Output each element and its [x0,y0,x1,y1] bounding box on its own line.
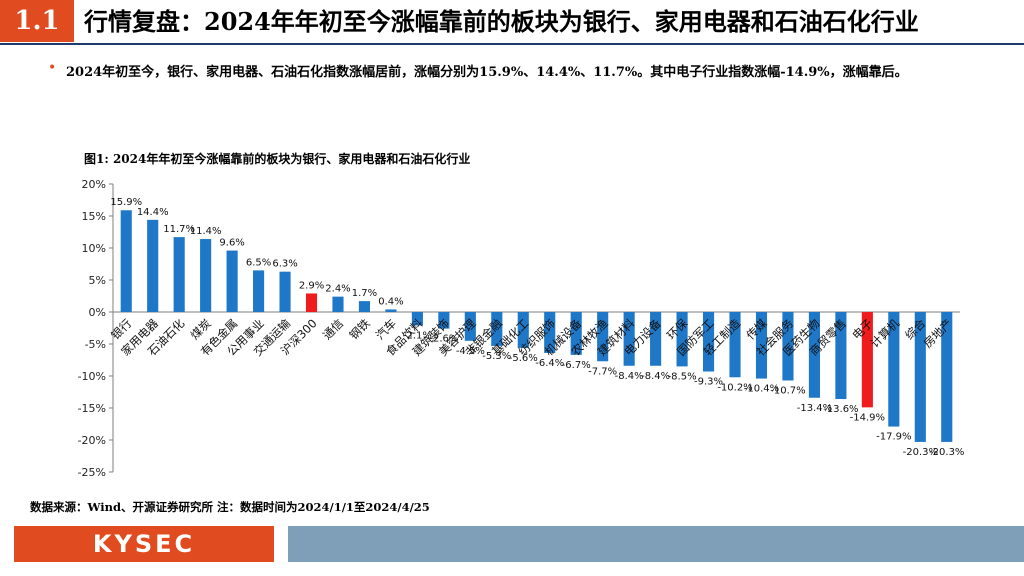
bar [914,312,926,442]
bar [411,312,423,326]
data-label: 14.4% [137,207,169,218]
data-label: -10.4% [744,384,779,395]
y-tick-label: 15% [82,210,106,223]
bar [702,312,715,372]
bar [279,271,291,312]
data-label: -17.9% [876,432,911,443]
bar [200,239,212,312]
data-label: -10.7% [770,385,805,396]
bar [888,312,900,427]
data-label: -8.4% [641,371,670,382]
footer-bar [288,526,1024,562]
bar [173,237,185,312]
bar [597,312,609,362]
data-label: -13.4% [797,403,832,414]
data-label: 11.7% [163,224,195,235]
data-label: -20.3% [929,447,964,458]
bar [623,312,635,366]
bar [650,312,662,366]
bar [729,312,741,378]
bar [755,312,768,379]
x-tick-label: 通信 [320,316,346,342]
y-tick-label: -10% [78,370,106,383]
bar [226,250,238,312]
bar [544,312,556,353]
data-label: 1.7% [352,288,377,299]
bar [517,312,529,348]
data-label: -13.6% [823,404,858,415]
y-tick-label: 20% [82,178,106,191]
brand-logo: KYSEC [14,526,274,562]
data-label: 15.9% [110,197,142,208]
bar [253,270,265,312]
data-label: 2.4% [325,284,350,295]
data-label: -4.5% [456,346,485,357]
y-tick-label: -25% [78,466,106,479]
source-note: 数据来源：Wind、开源证券研究所 注：数据时间为2024/1/1至2024/4… [30,500,430,514]
bar [358,301,371,312]
data-label: -5.6% [509,353,538,364]
data-label: -2.1% [403,330,432,341]
data-label: 6.3% [272,259,297,270]
page-title: 行情复盘：2024年年初至今涨幅靠前的板块为银行、家用电器和石油石化行业 [84,7,919,36]
bar [305,293,318,312]
title-divider [0,43,1024,45]
y-tick-label: 5% [89,274,106,287]
data-label: -5.3% [482,351,511,362]
brand-logo-text: KYSEC [92,530,196,558]
data-label: 2.9% [299,280,324,291]
bar-chart: 20%15%10%5%0%-5%-10%-15%-20%-25%15.9%银行1… [78,178,965,479]
bar [464,312,476,341]
data-label: -20.3% [903,447,938,458]
data-label: -10.2% [717,382,752,393]
data-label: -14.9% [850,412,885,423]
data-label: 9.6% [219,238,244,249]
x-tick-label: 钢铁 [346,316,373,343]
y-tick-label: 10% [82,242,106,255]
data-label: 6.5% [246,257,271,268]
data-label: 11.4% [190,226,222,237]
data-label: -8.5% [668,371,697,382]
bar [808,312,820,398]
figure-title: 图1: 2024年年初至今涨幅靠前的板块为银行、家用电器和石油石化行业 [84,152,471,166]
data-label: -6.4% [535,358,564,369]
bar [782,312,794,381]
bar [147,219,159,312]
bar [120,210,132,312]
y-tick-label: -15% [78,402,106,415]
data-label: -9.3% [694,377,723,388]
data-label: 0.4% [378,296,403,307]
section-number: 1.1 [0,0,74,42]
data-label: -2.6% [429,334,458,345]
bar [570,312,582,355]
y-tick-label: -20% [78,434,106,447]
y-tick-label: 0% [89,306,106,319]
summary-text: 2024年初至今，银行、家用电器、石油石化指数涨幅居前，涨幅分别为15.9%、1… [66,65,908,80]
bar [676,312,688,367]
bar [438,312,450,329]
bar [385,309,397,312]
bullet-icon: • [48,60,57,76]
data-label: -7.7% [588,366,617,377]
data-label: -6.7% [562,360,591,371]
bar [861,312,873,408]
bar [941,312,953,442]
y-tick-label: -5% [85,338,106,351]
bar [835,312,847,400]
bar [491,312,503,346]
bar [332,296,344,312]
data-label: -8.4% [615,371,644,382]
